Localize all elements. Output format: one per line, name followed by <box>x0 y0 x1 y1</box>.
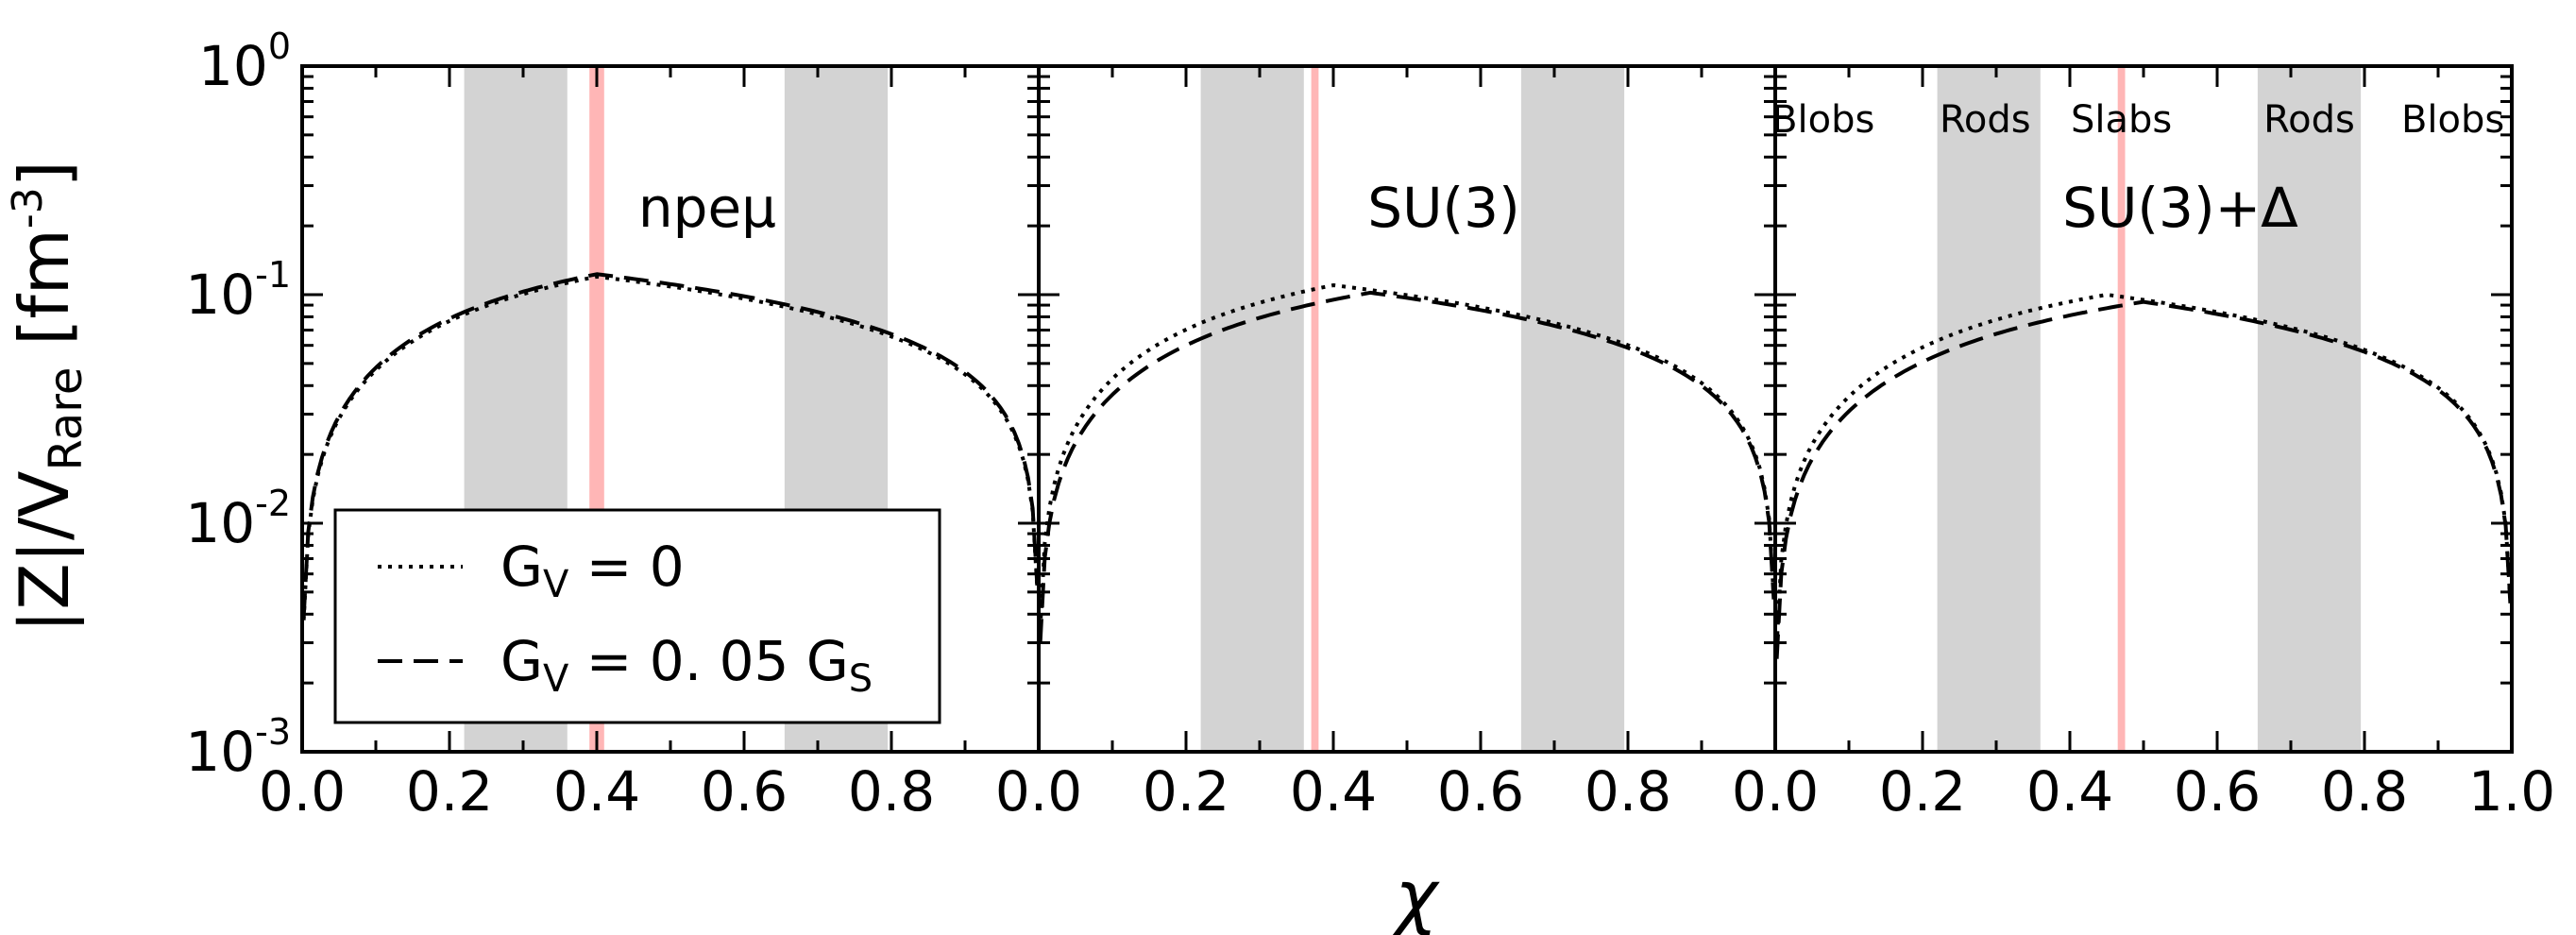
legend-label-gv-005: GV = 0. 05 GS <box>500 629 873 701</box>
region-label-3: Rods <box>2263 98 2355 142</box>
x-tick-label-2: 0.4 <box>553 759 640 824</box>
curve-p1-dotted <box>1038 282 1776 629</box>
region-label-4: Blobs <box>2401 98 2504 142</box>
y-tick-label-1: 10-1 <box>185 254 291 327</box>
region-label-1: Rods <box>1940 98 2031 142</box>
x-tick-label-9: 0.8 <box>1585 759 1671 824</box>
axis-ticks <box>300 66 2514 754</box>
legend-box <box>333 508 941 724</box>
x-tick-label-8: 0.6 <box>1437 759 1524 824</box>
data-curves <box>301 272 2513 659</box>
legend-label-gv-zero: GV = 0 <box>500 535 685 606</box>
legend: GV = 0 GV = 0. 05 GS <box>333 508 941 724</box>
x-tick-label-5: 0.0 <box>995 759 1082 824</box>
panel-frame-1 <box>1037 64 1777 754</box>
y-tick-label-2: 10-2 <box>185 483 291 555</box>
region-label-0: Blobs <box>1771 98 1874 142</box>
x-tick-label-6: 0.2 <box>1143 759 1229 824</box>
curve-p0-dashed <box>301 272 1040 619</box>
x-tick-label-10: 0.0 <box>1732 759 1819 824</box>
x-tick-label-4: 0.8 <box>848 759 935 824</box>
panel-frame-2 <box>1773 64 2514 754</box>
x-tick-label-13: 0.6 <box>2174 759 2261 824</box>
gray-band-p2-1 <box>2257 66 2362 752</box>
curve-p2-dotted <box>1774 292 2513 646</box>
x-tick-label-11: 0.2 <box>1879 759 1966 824</box>
panel-label-2: SU(3)+Δ <box>2062 176 2298 240</box>
curve-p1-dashed <box>1038 290 1776 644</box>
panel-label-1: SU(3) <box>1367 176 1519 240</box>
curve-p2-dashed <box>1774 299 2513 659</box>
x-tick-label-15: 1.0 <box>2468 759 2555 824</box>
x-tick-label-3: 0.6 <box>701 759 788 824</box>
region-label-2: Slabs <box>2071 98 2172 142</box>
panel-label-0: npeμ <box>638 176 776 240</box>
y-tick-label-3: 10-3 <box>185 711 291 784</box>
red-band-p1 <box>1311 66 1319 752</box>
y-axis-title: |Z|/VRare [fm-3] <box>4 161 93 633</box>
x-tick-label-7: 0.4 <box>1290 759 1377 824</box>
gray-band-p2-0 <box>1937 66 2041 752</box>
shaded-regions <box>464 66 2362 752</box>
x-axis-title: χ <box>1392 854 1441 935</box>
x-tick-label-0: 0.0 <box>259 759 346 824</box>
axis-labels: npeμ SU(3) SU(3)+Δ 0.0 0.2 0.4 0.6 0.8 0.0 0.2 0.4… <box>185 26 2555 824</box>
y-tick-label-0: 100 <box>198 26 291 98</box>
x-tick-label-14: 0.8 <box>2321 759 2408 824</box>
x-tick-label-12: 0.4 <box>2026 759 2113 824</box>
red-band-p2 <box>2117 66 2126 752</box>
x-tick-label-1: 0.2 <box>406 759 493 824</box>
gray-band-p1-1 <box>1520 66 1625 752</box>
curve-p0-dotted <box>301 274 1040 620</box>
gray-band-p1-0 <box>1200 66 1304 752</box>
